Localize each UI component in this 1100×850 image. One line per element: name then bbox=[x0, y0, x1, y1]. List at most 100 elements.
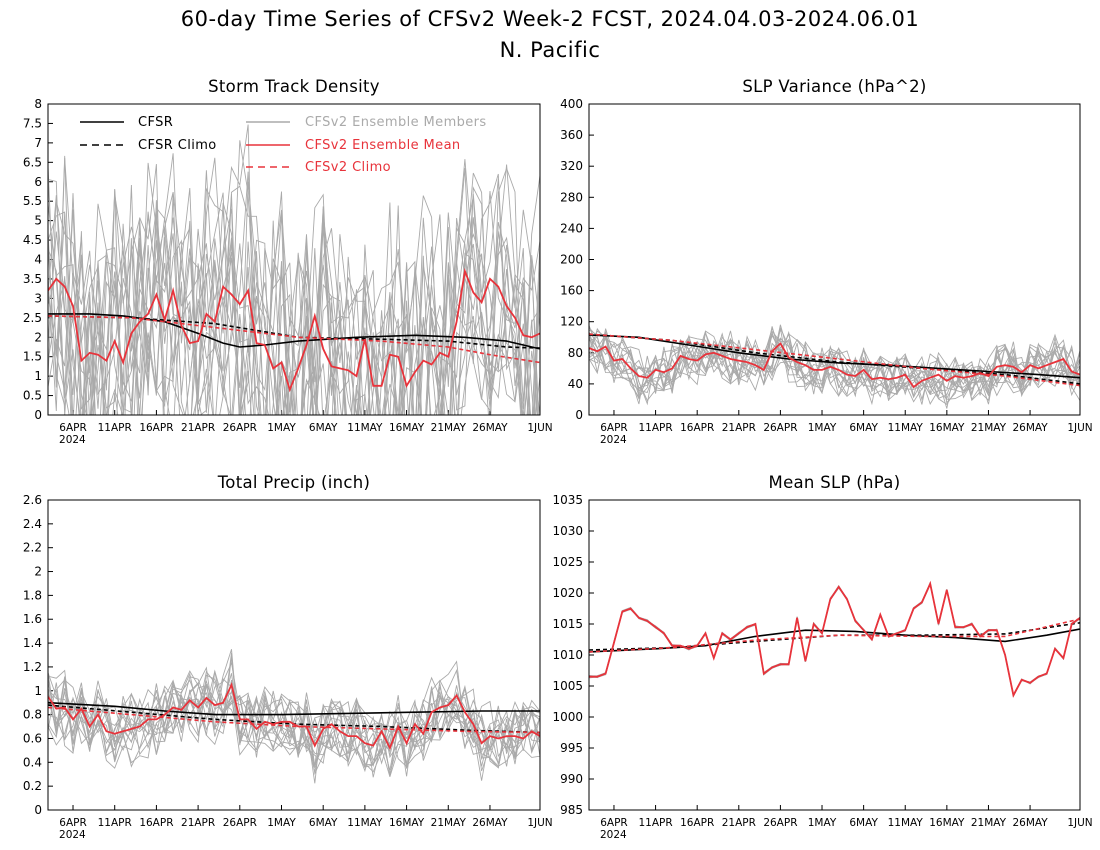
y-tick-label: 0 bbox=[34, 408, 42, 422]
panel-title: Storm Track Density bbox=[208, 77, 380, 96]
ensemble-member-line bbox=[589, 328, 1080, 402]
panel-2: SLP Variance (hPa^2) 0 40 80 120 160 200 240 280… bbox=[560, 77, 1093, 446]
y-tick-label: 1020 bbox=[552, 586, 583, 600]
y-tick-label: 3 bbox=[34, 291, 42, 305]
ensemble-member-line bbox=[589, 582, 1080, 697]
ensemble-member-line bbox=[589, 581, 1080, 697]
y-tick-label: 1005 bbox=[552, 679, 583, 693]
ensemble-member-line bbox=[589, 333, 1080, 397]
x-tick-label: 21MAY bbox=[971, 817, 1007, 829]
plot-frame bbox=[47, 499, 541, 811]
panel-title: Total Precip (inch) bbox=[217, 473, 371, 492]
x-tick-label: 1JUN bbox=[1067, 817, 1092, 829]
y-tick-label: 0 bbox=[575, 408, 583, 422]
y-tick-label: 1.8 bbox=[23, 588, 42, 602]
x-tick-label: 6APR bbox=[59, 817, 87, 829]
x-tick-label: 11APR bbox=[638, 422, 672, 434]
ensemble-member-line bbox=[48, 652, 540, 776]
x-tick-label: 6MAY bbox=[309, 422, 338, 434]
ensemble-member-line bbox=[48, 670, 540, 777]
x-tick-label: 21APR bbox=[181, 817, 215, 829]
series-line-ens-mean bbox=[589, 342, 1080, 389]
x-tick-label: 11APR bbox=[638, 817, 672, 829]
x-tick-label: 21APR bbox=[722, 817, 756, 829]
ensemble-member-line bbox=[48, 190, 540, 415]
x-tick-label: 16MAY bbox=[929, 422, 965, 434]
y-tick-label: 1025 bbox=[552, 555, 583, 569]
series-line-cfsr bbox=[48, 313, 540, 350]
x-tick-label: 6APR bbox=[600, 422, 628, 434]
y-tick-label: 320 bbox=[560, 159, 583, 173]
y-tick-label: 240 bbox=[560, 221, 583, 235]
y-tick-label: 8 bbox=[34, 97, 42, 111]
x-tick-label: 26MAY bbox=[1012, 817, 1048, 829]
panel-title: SLP Variance (hPa^2) bbox=[742, 77, 926, 96]
x-tick-label: 1JUN bbox=[1067, 422, 1092, 434]
ensemble-member-line bbox=[48, 140, 540, 415]
y-tick-label: 1.2 bbox=[23, 660, 42, 674]
x-tick-label: 26MAY bbox=[472, 817, 508, 829]
legend-label-ens-mean: CFSv2 Ensemble Mean bbox=[305, 138, 461, 153]
series-line-ens-mean bbox=[48, 682, 540, 751]
y-tick-label: 1 bbox=[34, 369, 42, 383]
x-tick-label: 26APR bbox=[223, 817, 257, 829]
x-tick-label: 26APR bbox=[763, 817, 797, 829]
x-tick-label: 21MAY bbox=[971, 422, 1007, 434]
series-line-cfsr-climo bbox=[589, 622, 1080, 651]
x-axis-year-label: 2024 bbox=[600, 434, 627, 446]
y-tick-label: 7.5 bbox=[23, 116, 42, 130]
x-tick-label: 26APR bbox=[223, 422, 257, 434]
ensemble-member-line bbox=[48, 202, 540, 415]
x-tick-label: 1MAY bbox=[808, 422, 837, 434]
y-tick-label: 5 bbox=[34, 214, 42, 228]
ensemble-member-line bbox=[48, 155, 540, 415]
y-tick-label: 200 bbox=[560, 253, 583, 267]
y-tick-label: 0.4 bbox=[23, 755, 42, 769]
x-tick-label: 11MAY bbox=[347, 422, 383, 434]
ensemble-member-line bbox=[589, 332, 1080, 409]
ensemble-member-line bbox=[589, 581, 1080, 698]
y-tick-label: 40 bbox=[568, 377, 583, 391]
x-tick-label: 26MAY bbox=[472, 422, 508, 434]
x-tick-label: 6MAY bbox=[849, 422, 878, 434]
x-tick-label: 11APR bbox=[98, 817, 132, 829]
x-axis-year-label: 2024 bbox=[59, 434, 86, 446]
y-tick-label: 6.5 bbox=[23, 155, 42, 169]
x-axis-year-label: 2024 bbox=[600, 829, 627, 841]
ensemble-member-line bbox=[589, 582, 1080, 696]
figure-subtitle: N. Pacific bbox=[500, 38, 601, 62]
ensemble-member-line bbox=[589, 582, 1080, 698]
plot-area bbox=[48, 649, 540, 784]
ensemble-member-line bbox=[589, 336, 1080, 402]
plot-area bbox=[589, 324, 1080, 409]
y-tick-label: 4 bbox=[34, 253, 42, 267]
ensemble-member-line bbox=[48, 672, 540, 778]
ensemble-member-line bbox=[589, 335, 1080, 405]
ensemble-member-line bbox=[589, 582, 1080, 696]
legend-label-members: CFSv2 Ensemble Members bbox=[305, 115, 487, 130]
legend-label-cfsr: CFSR bbox=[138, 115, 173, 130]
ensemble-member-line bbox=[48, 173, 540, 415]
x-tick-label: 26MAY bbox=[1012, 422, 1048, 434]
ensemble-member-line bbox=[48, 178, 540, 415]
y-tick-label: 1.4 bbox=[23, 636, 42, 650]
ensemble-member-line bbox=[48, 153, 540, 415]
panel-title: Mean SLP (hPa) bbox=[769, 473, 901, 492]
x-tick-label: 16APR bbox=[139, 422, 173, 434]
panel-3: Total Precip (inch) 0 0.2 0.4 0.6 0.8 1 1.2 1.4 1… bbox=[23, 473, 553, 841]
ensemble-member-line bbox=[589, 582, 1080, 696]
x-tick-label: 11APR bbox=[98, 422, 132, 434]
ensemble-member-line bbox=[589, 328, 1080, 405]
x-tick-label: 16MAY bbox=[389, 817, 425, 829]
legend: CFSR CFSR Climo CFSv2 Ensemble Members CFSv… bbox=[80, 115, 487, 175]
y-tick-label: 0.8 bbox=[23, 708, 42, 722]
x-tick-label: 6APR bbox=[59, 422, 87, 434]
y-tick-label: 120 bbox=[560, 315, 583, 329]
y-tick-label: 2 bbox=[34, 565, 42, 579]
x-tick-label: 11MAY bbox=[888, 817, 924, 829]
ensemble-member-line bbox=[48, 157, 540, 415]
series-line-ens-mean bbox=[48, 267, 540, 393]
x-tick-label: 1JUN bbox=[527, 422, 552, 434]
ensemble-member-line bbox=[589, 582, 1080, 697]
y-tick-label: 985 bbox=[560, 803, 583, 817]
